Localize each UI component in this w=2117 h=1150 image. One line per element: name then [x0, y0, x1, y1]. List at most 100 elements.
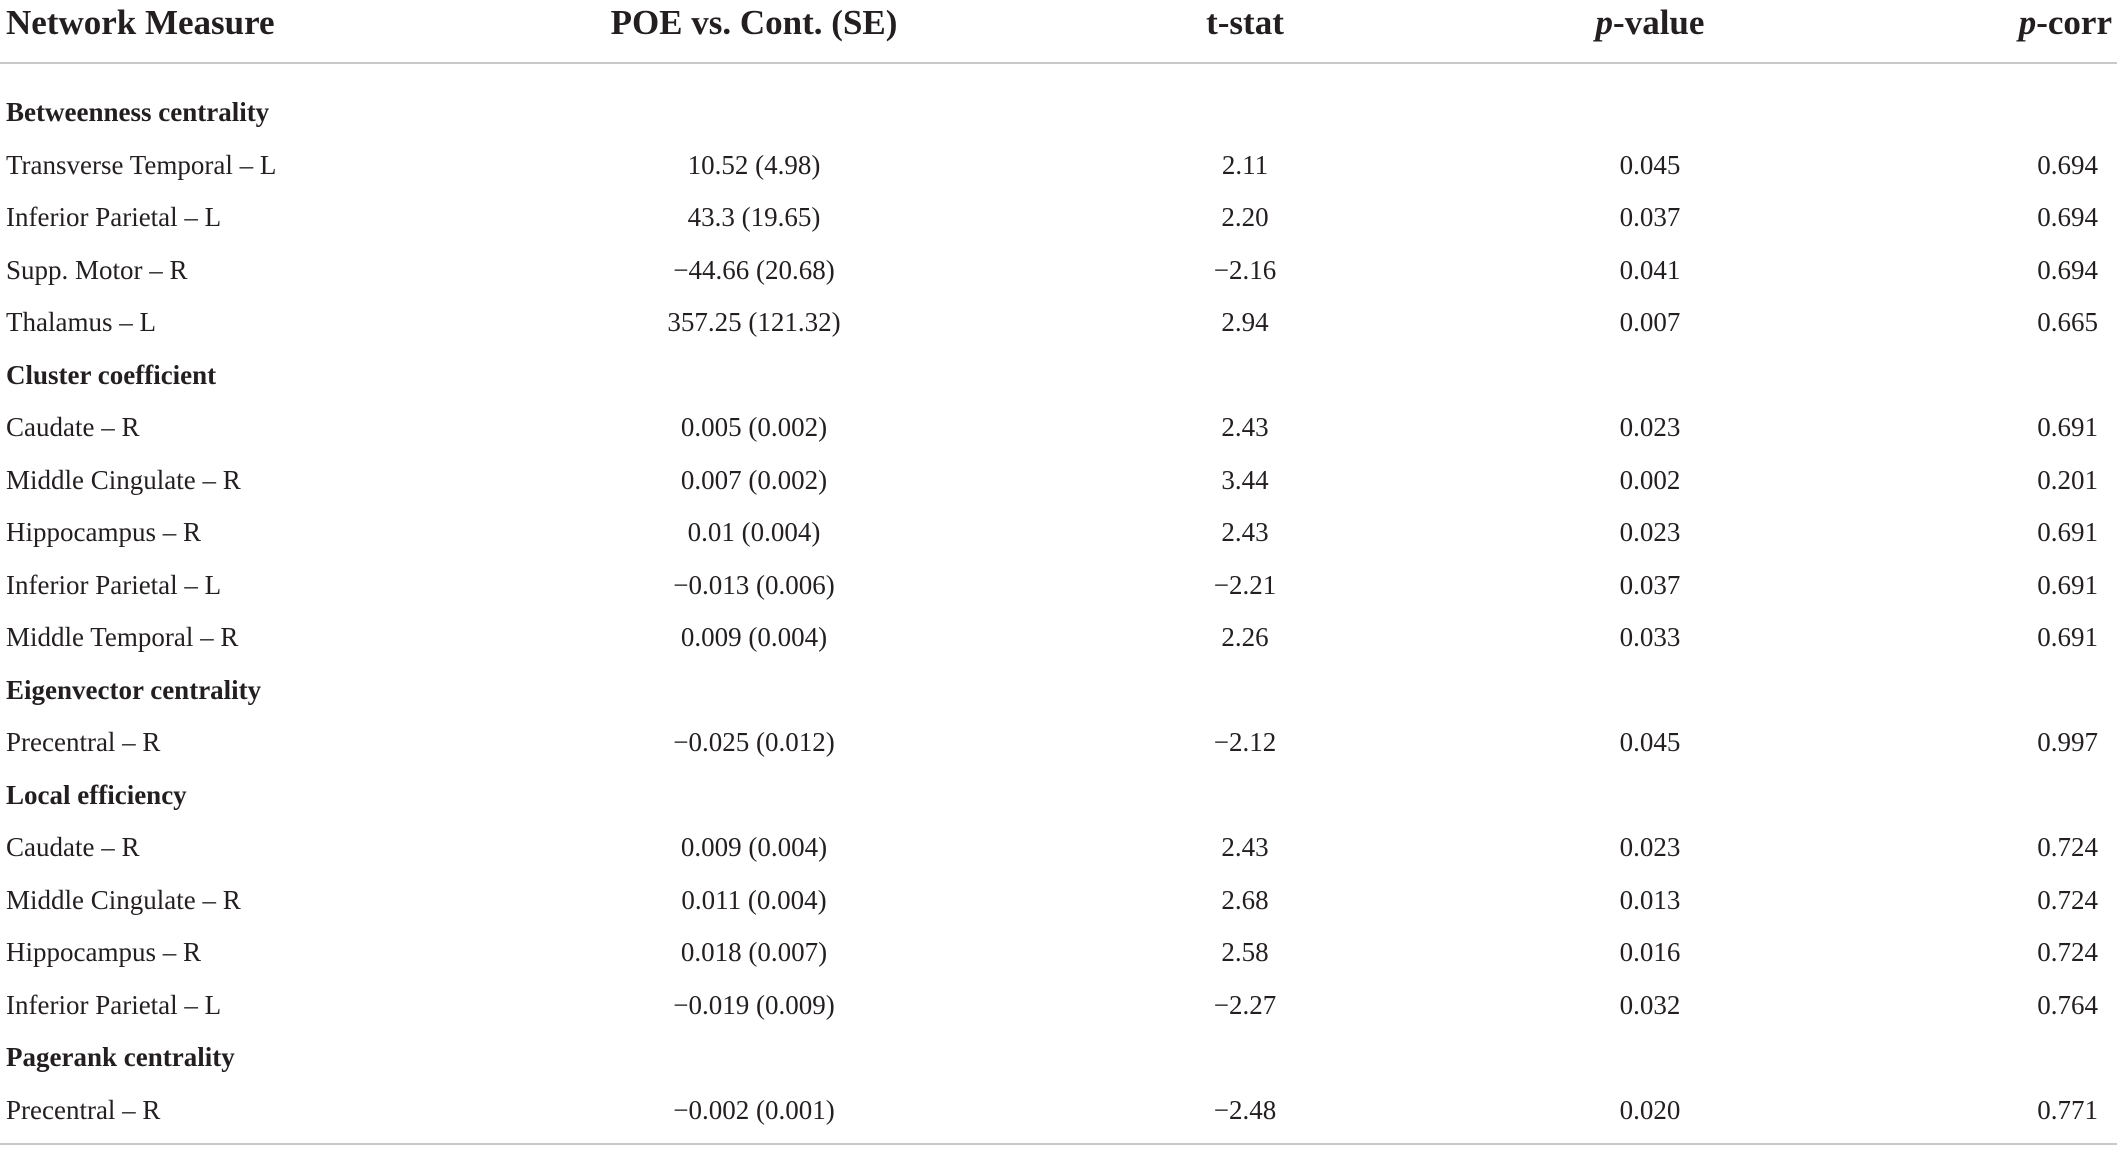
poe-estimate-cell: 0.011 (0.004): [604, 874, 904, 927]
p-corr-cell: 0.694: [1870, 191, 2098, 244]
p-corr-cell: 0.691: [1870, 401, 2098, 454]
t-stat-cell: 2.43: [1130, 401, 1360, 454]
p-value-cell: 0.032: [1530, 979, 1770, 1032]
poe-estimate-cell: −0.002 (0.001): [604, 1084, 904, 1137]
header-p-value-italic: p: [1596, 3, 1614, 42]
section-heading: Pagerank centrality: [6, 1031, 235, 1084]
p-value-cell: 0.013: [1530, 874, 1770, 927]
p-value-cell: 0.023: [1530, 821, 1770, 874]
t-stat-cell: −2.12: [1130, 716, 1360, 769]
header-p-corr: p-corr: [1870, 0, 2112, 46]
p-corr-cell: 0.771: [1870, 1084, 2098, 1137]
table-row: Middle Cingulate – R 0.011 (0.004) 2.68 0.0…: [0, 874, 2117, 927]
section-heading-row: Pagerank centrality: [0, 1031, 2117, 1084]
p-value-cell: 0.037: [1530, 559, 1770, 612]
p-corr-cell: 0.694: [1870, 139, 2098, 192]
table-row: Inferior Parietal – L −0.013 (0.006) −2.21…: [0, 559, 2117, 612]
t-stat-cell: 2.43: [1130, 821, 1360, 874]
p-value-cell: 0.037: [1530, 191, 1770, 244]
header-network-measure: Network Measure: [6, 0, 275, 46]
poe-estimate-cell: 0.005 (0.002): [604, 401, 904, 454]
t-stat-cell: 2.43: [1130, 506, 1360, 559]
table-row: Inferior Parietal – L 43.3 (19.65) 2.20 0.0…: [0, 191, 2117, 244]
t-stat-cell: −2.16: [1130, 244, 1360, 297]
t-stat-cell: 2.26: [1130, 611, 1360, 664]
header-p-corr-italic: p: [2019, 3, 2037, 42]
p-value-cell: 0.023: [1530, 506, 1770, 559]
p-value-cell: 0.023: [1530, 401, 1770, 454]
t-stat-cell: 2.20: [1130, 191, 1360, 244]
t-stat-cell: −2.48: [1130, 1084, 1360, 1137]
p-value-cell: 0.045: [1530, 716, 1770, 769]
table-row: Middle Cingulate – R 0.007 (0.002) 3.44 0.0…: [0, 454, 2117, 507]
poe-estimate-cell: −44.66 (20.68): [604, 244, 904, 297]
p-corr-cell: 0.691: [1870, 506, 2098, 559]
header-divider: [0, 62, 2117, 64]
p-value-cell: 0.033: [1530, 611, 1770, 664]
p-corr-cell: 0.691: [1870, 559, 2098, 612]
poe-estimate-cell: −0.019 (0.009): [604, 979, 904, 1032]
section-heading: Betweenness centrality: [6, 86, 269, 139]
t-stat-cell: 2.11: [1130, 139, 1360, 192]
table-row: Thalamus – L 357.25 (121.32) 2.94 0.007 0.66…: [0, 296, 2117, 349]
p-corr-cell: 0.201: [1870, 454, 2098, 507]
region-cell: Inferior Parietal – L: [6, 191, 221, 244]
region-cell: Supp. Motor – R: [6, 244, 188, 297]
poe-estimate-cell: 357.25 (121.32): [604, 296, 904, 349]
header-t-stat: t-stat: [1130, 0, 1360, 46]
p-value-cell: 0.041: [1530, 244, 1770, 297]
region-cell: Hippocampus – R: [6, 506, 201, 559]
poe-estimate-cell: −0.025 (0.012): [604, 716, 904, 769]
section-heading: Cluster coefficient: [6, 349, 216, 402]
header-poe-vs-cont: POE vs. Cont. (SE): [604, 0, 904, 46]
p-value-cell: 0.016: [1530, 926, 1770, 979]
p-corr-cell: 0.694: [1870, 244, 2098, 297]
region-cell: Middle Cingulate – R: [6, 874, 241, 927]
t-stat-cell: 2.68: [1130, 874, 1360, 927]
table-row: Inferior Parietal – L −0.019 (0.009) −2.27…: [0, 979, 2117, 1032]
region-cell: Caudate – R: [6, 401, 139, 454]
section-heading-row: Cluster coefficient: [0, 349, 2117, 402]
p-value-cell: 0.007: [1530, 296, 1770, 349]
p-corr-cell: 0.691: [1870, 611, 2098, 664]
t-stat-cell: −2.21: [1130, 559, 1360, 612]
p-corr-cell: 0.665: [1870, 296, 2098, 349]
region-cell: Caudate – R: [6, 821, 139, 874]
header-p-value: p-value: [1530, 0, 1770, 46]
section-heading-row: Eigenvector centrality: [0, 664, 2117, 717]
region-cell: Middle Cingulate – R: [6, 454, 241, 507]
region-cell: Precentral – R: [6, 1084, 160, 1137]
table-body: Betweenness centrality Transverse Tempora…: [0, 86, 2117, 1136]
p-value-cell: 0.045: [1530, 139, 1770, 192]
t-stat-cell: 3.44: [1130, 454, 1360, 507]
table-row: Hippocampus – R 0.018 (0.007) 2.58 0.016 0.7…: [0, 926, 2117, 979]
t-stat-cell: −2.27: [1130, 979, 1360, 1032]
region-cell: Precentral – R: [6, 716, 160, 769]
poe-estimate-cell: −0.013 (0.006): [604, 559, 904, 612]
t-stat-cell: 2.94: [1130, 296, 1360, 349]
p-value-cell: 0.002: [1530, 454, 1770, 507]
p-corr-cell: 0.764: [1870, 979, 2098, 1032]
poe-estimate-cell: 0.018 (0.007): [604, 926, 904, 979]
section-heading: Local efficiency: [6, 769, 187, 822]
t-stat-cell: 2.58: [1130, 926, 1360, 979]
region-cell: Inferior Parietal – L: [6, 979, 221, 1032]
region-cell: Hippocampus – R: [6, 926, 201, 979]
p-corr-cell: 0.724: [1870, 926, 2098, 979]
poe-estimate-cell: 0.007 (0.002): [604, 454, 904, 507]
table-row: Caudate – R 0.005 (0.002) 2.43 0.023 0.691: [0, 401, 2117, 454]
region-cell: Transverse Temporal – L: [6, 139, 276, 192]
section-heading: Eigenvector centrality: [6, 664, 261, 717]
p-corr-cell: 0.724: [1870, 821, 2098, 874]
poe-estimate-cell: 43.3 (19.65): [604, 191, 904, 244]
table-row: Middle Temporal – R 0.009 (0.004) 2.26 0.03…: [0, 611, 2117, 664]
region-cell: Inferior Parietal – L: [6, 559, 221, 612]
p-value-cell: 0.020: [1530, 1084, 1770, 1137]
table-row: Caudate – R 0.009 (0.004) 2.43 0.023 0.724: [0, 821, 2117, 874]
poe-estimate-cell: 0.009 (0.004): [604, 611, 904, 664]
table-row: Supp. Motor – R −44.66 (20.68) −2.16 0.041 0…: [0, 244, 2117, 297]
header-p-value-rest: -value: [1613, 3, 1704, 42]
poe-estimate-cell: 0.01 (0.004): [604, 506, 904, 559]
header-p-corr-rest: -corr: [2036, 3, 2112, 42]
